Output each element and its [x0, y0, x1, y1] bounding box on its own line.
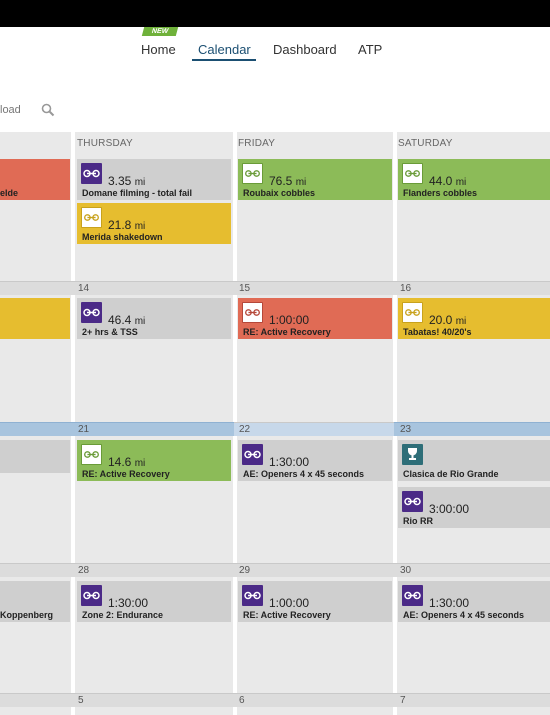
workout-card[interactable]: 1:30:00 Zone 2: Endurance — [77, 581, 231, 622]
workout-card[interactable]: 14.6 mi RE: Active Recovery — [77, 440, 231, 481]
workout-card[interactable] — [0, 440, 70, 473]
workout-value: 44.0 mi — [429, 174, 467, 188]
workout-value: 20.0 mi — [429, 313, 467, 327]
week-bar — [0, 563, 550, 577]
bike-icon — [81, 585, 102, 606]
event-card[interactable]: Clasica de Rio Grande — [398, 440, 550, 481]
day-header-saturday: SATURDAY — [398, 138, 453, 149]
calendar-grid: THURSDAY FRIDAY SATURDAY elde 3.35 mi Do… — [0, 132, 550, 715]
workout-title: Zone 2: Endurance — [82, 610, 164, 620]
workout-value: 76.5 mi — [269, 174, 307, 188]
workout-card[interactable] — [0, 298, 70, 339]
workout-title: Merida shakedown — [82, 232, 163, 242]
workout-title: Roubaix cobbles — [243, 188, 316, 198]
bike-icon — [402, 302, 423, 323]
week-bar — [0, 693, 550, 707]
workout-title: Koppenberg — [0, 610, 53, 620]
main-nav: NEW Home Calendar Dashboard ATP — [0, 27, 550, 67]
workout-card[interactable]: 3:00:00 Rio RR — [398, 487, 550, 528]
nav-dashboard[interactable]: Dashboard — [273, 42, 337, 57]
workout-title: Domane filming - total fail — [82, 188, 193, 198]
week-bar — [0, 281, 550, 295]
workout-value: 1:00:00 — [269, 596, 310, 610]
workout-card[interactable]: 44.0 mi Flanders cobbles — [398, 159, 550, 200]
bike-icon — [81, 207, 102, 228]
workout-value: 3:00:00 — [429, 502, 470, 516]
workout-title: 2+ hrs & TSS — [82, 327, 138, 337]
bike-icon — [402, 491, 423, 512]
nav-atp[interactable]: ATP — [358, 42, 383, 57]
day-header-thursday: THURSDAY — [77, 138, 133, 149]
workout-card[interactable]: elde — [0, 159, 70, 200]
bike-icon — [242, 444, 263, 465]
event-title: Clasica de Rio Grande — [403, 469, 499, 479]
date-number: 16 — [400, 283, 412, 294]
date-number: 28 — [78, 565, 90, 576]
trophy-icon — [402, 444, 423, 465]
workout-card[interactable]: 46.4 mi 2+ hrs & TSS — [77, 298, 231, 339]
bike-icon — [242, 585, 263, 606]
bike-icon — [402, 585, 423, 606]
workout-value: 14.6 mi — [108, 455, 146, 469]
date-number: 15 — [239, 283, 251, 294]
workout-card[interactable]: 1:00:00 RE: Active Recovery — [238, 581, 392, 622]
workout-value: 21.8 mi — [108, 218, 146, 232]
date-number: 7 — [400, 695, 406, 706]
search-icon[interactable] — [41, 103, 55, 117]
calendar-toolbar: load — [0, 67, 550, 132]
top-black-bar — [0, 0, 550, 27]
nav-active-underline — [192, 59, 256, 61]
bike-icon — [242, 163, 263, 184]
nav-calendar[interactable]: Calendar — [198, 42, 251, 57]
workout-value: 1:30:00 — [429, 596, 470, 610]
bike-icon — [242, 302, 263, 323]
date-number: 22 — [239, 424, 251, 435]
workout-title: Tabatas! 40/20's — [403, 327, 472, 337]
workout-card[interactable]: 76.5 mi Roubaix cobbles — [238, 159, 392, 200]
workout-title: Flanders cobbles — [403, 188, 478, 198]
date-number: 21 — [78, 424, 90, 435]
date-number: 29 — [239, 565, 251, 576]
today-highlight — [234, 422, 394, 436]
bike-icon — [81, 163, 102, 184]
workout-title: Rio RR — [403, 516, 433, 526]
date-number: 14 — [78, 283, 90, 294]
workout-title: RE: Active Recovery — [243, 327, 331, 337]
workout-card[interactable]: 20.0 mi Tabatas! 40/20's — [398, 298, 550, 339]
toolbar-partial-label[interactable]: load — [0, 104, 21, 116]
date-number: 5 — [78, 695, 84, 706]
workout-title: AE: Openers 4 x 45 seconds — [243, 469, 365, 479]
workout-card[interactable]: 1:30:00 AE: Openers 4 x 45 seconds — [238, 440, 392, 481]
bike-icon — [81, 444, 102, 465]
date-number: 6 — [239, 695, 245, 706]
workout-card[interactable]: 3.35 mi Domane filming - total fail — [77, 159, 231, 200]
bike-icon — [402, 163, 423, 184]
workout-card[interactable]: 1:30:00 AE: Openers 4 x 45 seconds — [398, 581, 550, 622]
workout-card[interactable]: 1:00:00 RE: Active Recovery — [238, 298, 392, 339]
workout-title: RE: Active Recovery — [243, 610, 331, 620]
workout-value: 46.4 mi — [108, 313, 146, 327]
workout-title: elde — [0, 188, 19, 198]
date-number: 23 — [400, 424, 412, 435]
workout-value: 1:00:00 — [269, 313, 310, 327]
new-badge: NEW — [141, 27, 179, 36]
bike-icon — [81, 302, 102, 323]
workout-card[interactable]: 21.8 mi Merida shakedown — [77, 203, 231, 244]
workout-title: RE: Active Recovery — [82, 469, 170, 479]
workout-card[interactable]: Koppenberg — [0, 581, 70, 622]
day-header-friday: FRIDAY — [238, 138, 276, 149]
workout-title: AE: Openers 4 x 45 seconds — [403, 610, 525, 620]
workout-value: 1:30:00 — [108, 596, 149, 610]
workout-value: 3.35 mi — [108, 174, 146, 188]
workout-value: 1:30:00 — [269, 455, 310, 469]
date-number: 30 — [400, 565, 412, 576]
nav-home[interactable]: Home — [141, 42, 176, 57]
